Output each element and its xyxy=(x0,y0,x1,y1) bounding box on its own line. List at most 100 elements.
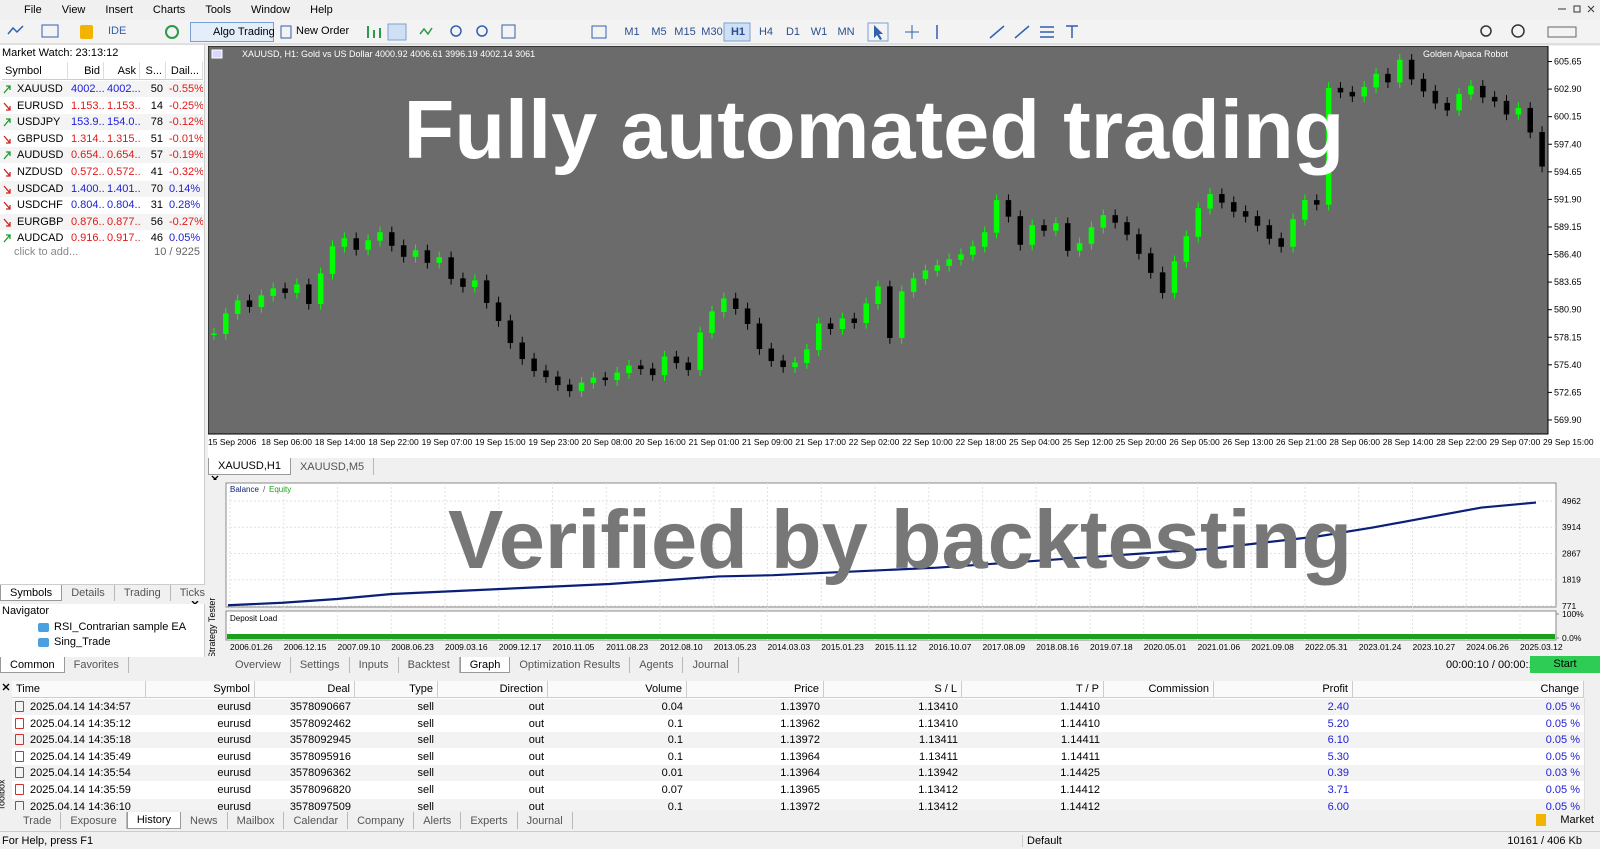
tab[interactable]: Favorites xyxy=(65,657,129,673)
tab[interactable]: Journal xyxy=(518,812,573,829)
history-row[interactable]: 2025.04.14 14:35:59 eurusd 3578096820 sell o… xyxy=(12,782,1584,798)
add-symbol[interactable]: click to add... xyxy=(14,246,79,258)
column-header[interactable]: Dail... xyxy=(166,62,203,80)
column-header[interactable]: Type xyxy=(355,681,438,698)
tab[interactable]: History xyxy=(126,812,182,829)
cell: 1.14411 xyxy=(1061,734,1100,747)
cell: 154.0... xyxy=(107,116,140,129)
column-header[interactable]: Direction xyxy=(438,681,548,698)
column-header[interactable]: Bid xyxy=(68,62,104,80)
column-header[interactable]: Commission xyxy=(1104,681,1214,698)
timeframe-button[interactable]: M30 xyxy=(701,26,723,38)
menu-item[interactable]: Charts xyxy=(152,4,186,16)
timeframe-button[interactable]: M1 xyxy=(624,26,640,38)
algo-trading-button[interactable]: Algo Trading xyxy=(190,22,275,42)
menu-item[interactable]: Insert xyxy=(105,4,133,16)
menu-item[interactable]: View xyxy=(61,4,86,16)
history-row[interactable]: 2025.04.14 14:35:54 eurusd 3578096362 sell o… xyxy=(12,765,1584,782)
tab[interactable]: Common xyxy=(0,657,65,673)
cell: 6.10 xyxy=(1327,734,1349,747)
tab[interactable]: XAUUSD,H1 xyxy=(208,458,291,475)
tab[interactable]: Exposure xyxy=(61,812,127,829)
column-header[interactable]: Symbol xyxy=(146,681,255,698)
history-row[interactable]: 2025.04.14 14:36:10 eurusd 3578097509 sell o… xyxy=(12,798,1584,810)
column-header[interactable]: S... xyxy=(140,62,166,80)
y-tick-label: 589.15 xyxy=(1554,222,1582,232)
menu-item[interactable]: Window xyxy=(251,4,291,16)
tab[interactable]: Mailbox xyxy=(228,812,285,829)
nav-item[interactable]: RSI_Contrarian sample EA xyxy=(54,621,187,633)
history-row[interactable]: 2025.04.14 14:34:57 eurusd 3578090667 sell o… xyxy=(12,699,1584,715)
market-row[interactable]: EURGBP 0.876...0.877... 56 -0.27% xyxy=(0,213,204,230)
column-header[interactable]: Volume xyxy=(548,681,687,698)
timeframe-button[interactable]: W1 xyxy=(810,26,828,38)
tab[interactable]: Alerts xyxy=(414,812,462,829)
tab[interactable]: Graph xyxy=(459,657,511,673)
tab[interactable]: Settings xyxy=(291,657,350,673)
chart-overlay-text: Fully automated trading xyxy=(403,83,1345,176)
column-header[interactable]: Ask xyxy=(104,62,140,80)
timeframe-button[interactable]: MN xyxy=(837,26,855,38)
column-header[interactable]: Profit xyxy=(1214,681,1353,698)
market-row[interactable]: USDCAD 1.400...1.401... 70 0.14% xyxy=(0,180,204,197)
tab[interactable]: News xyxy=(181,812,228,829)
new-order-button[interactable]: New Order xyxy=(296,25,350,37)
history-row[interactable]: 2025.04.14 14:35:49 eurusd 3578095916 sell o… xyxy=(12,748,1584,765)
column-header[interactable]: Deal xyxy=(255,681,355,698)
column-header[interactable]: Symbol xyxy=(2,62,68,80)
tab[interactable]: Journal xyxy=(683,657,739,673)
tab[interactable]: Backtest xyxy=(399,657,460,673)
column-header[interactable]: Price xyxy=(687,681,824,698)
market-row[interactable]: GBPUSD 1.314...1.315... 51 -0.01% xyxy=(0,130,204,147)
column-header[interactable]: T / P xyxy=(962,681,1104,698)
tab[interactable]: Details xyxy=(62,585,115,601)
tab[interactable]: Experts xyxy=(461,812,518,829)
ide-button[interactable]: IDE xyxy=(108,25,127,37)
cell: -0.12% xyxy=(169,116,203,129)
timeframe-button[interactable]: H4 xyxy=(758,26,774,38)
tab[interactable]: Symbols xyxy=(0,585,63,601)
market-row[interactable]: EURUSD 1.153...1.153... 14 -0.25% xyxy=(0,97,204,114)
cell: eurusd xyxy=(217,767,251,780)
start-button[interactable]: Start xyxy=(1530,656,1600,673)
tab[interactable]: Agents xyxy=(630,657,684,673)
cell: 2025.04.14 14:35:18 xyxy=(30,734,131,747)
column-header[interactable]: S / L xyxy=(824,681,962,698)
market-row[interactable]: USDCHF 0.804...0.804... 31 0.28% xyxy=(0,197,204,214)
cell: AUDCAD xyxy=(17,232,64,245)
y-tick-label: 586.40 xyxy=(1554,250,1582,260)
timeframe-button[interactable]: H1 xyxy=(730,26,746,38)
market-row[interactable]: AUDCAD 0.916...0.917... 46 0.05% xyxy=(0,230,204,247)
tab[interactable]: Calendar xyxy=(284,812,349,829)
menu-item[interactable]: File xyxy=(24,4,42,16)
history-row[interactable]: 2025.04.14 14:35:18 eurusd 3578092945 sell o… xyxy=(12,732,1584,749)
tab[interactable]: Trading xyxy=(115,585,171,601)
column-header[interactable]: Change xyxy=(1353,681,1584,698)
column-header[interactable]: Time xyxy=(12,681,146,698)
market-row[interactable]: NZDUSD 0.572...0.572... 41 -0.32% xyxy=(0,164,204,180)
history-row[interactable]: 2025.04.14 14:35:12 eurusd 3578092462 sell o… xyxy=(12,715,1584,732)
market-row[interactable]: AUDUSD 0.654...0.654... 57 -0.19% xyxy=(0,147,204,164)
tab[interactable]: Overview xyxy=(226,657,291,673)
menu-item[interactable]: Help xyxy=(310,4,333,16)
cell: 6.00 xyxy=(1327,800,1349,810)
x-tick-label: 2025.03.12 xyxy=(1520,642,1563,652)
cell: 1.13964 xyxy=(780,750,820,763)
timeframe-button[interactable]: D1 xyxy=(785,26,801,38)
market-row[interactable]: USDJPY 153.9...154.0... 78 -0.12% xyxy=(0,114,204,131)
candle-body xyxy=(1088,227,1095,244)
tab[interactable]: Inputs xyxy=(350,657,399,673)
tab[interactable]: XAUUSD,M5 xyxy=(291,458,375,475)
market-row[interactable]: XAUUSD 4002... 4002... 50 -0.55% xyxy=(0,81,204,97)
tab[interactable]: Trade xyxy=(14,812,62,829)
timeframe-button[interactable]: M15 xyxy=(674,26,696,38)
candle-body xyxy=(329,246,336,274)
menu-item[interactable]: Tools xyxy=(205,4,231,16)
nav-item[interactable]: Sing_Trade xyxy=(54,636,111,648)
timeframe-button[interactable]: M5 xyxy=(651,26,667,38)
tab[interactable]: Company xyxy=(348,812,415,829)
graph-bg xyxy=(225,482,1557,608)
candle-body xyxy=(377,232,383,241)
tab[interactable]: Optimization Results xyxy=(510,657,631,673)
market-button[interactable]: Market xyxy=(1536,814,1594,826)
